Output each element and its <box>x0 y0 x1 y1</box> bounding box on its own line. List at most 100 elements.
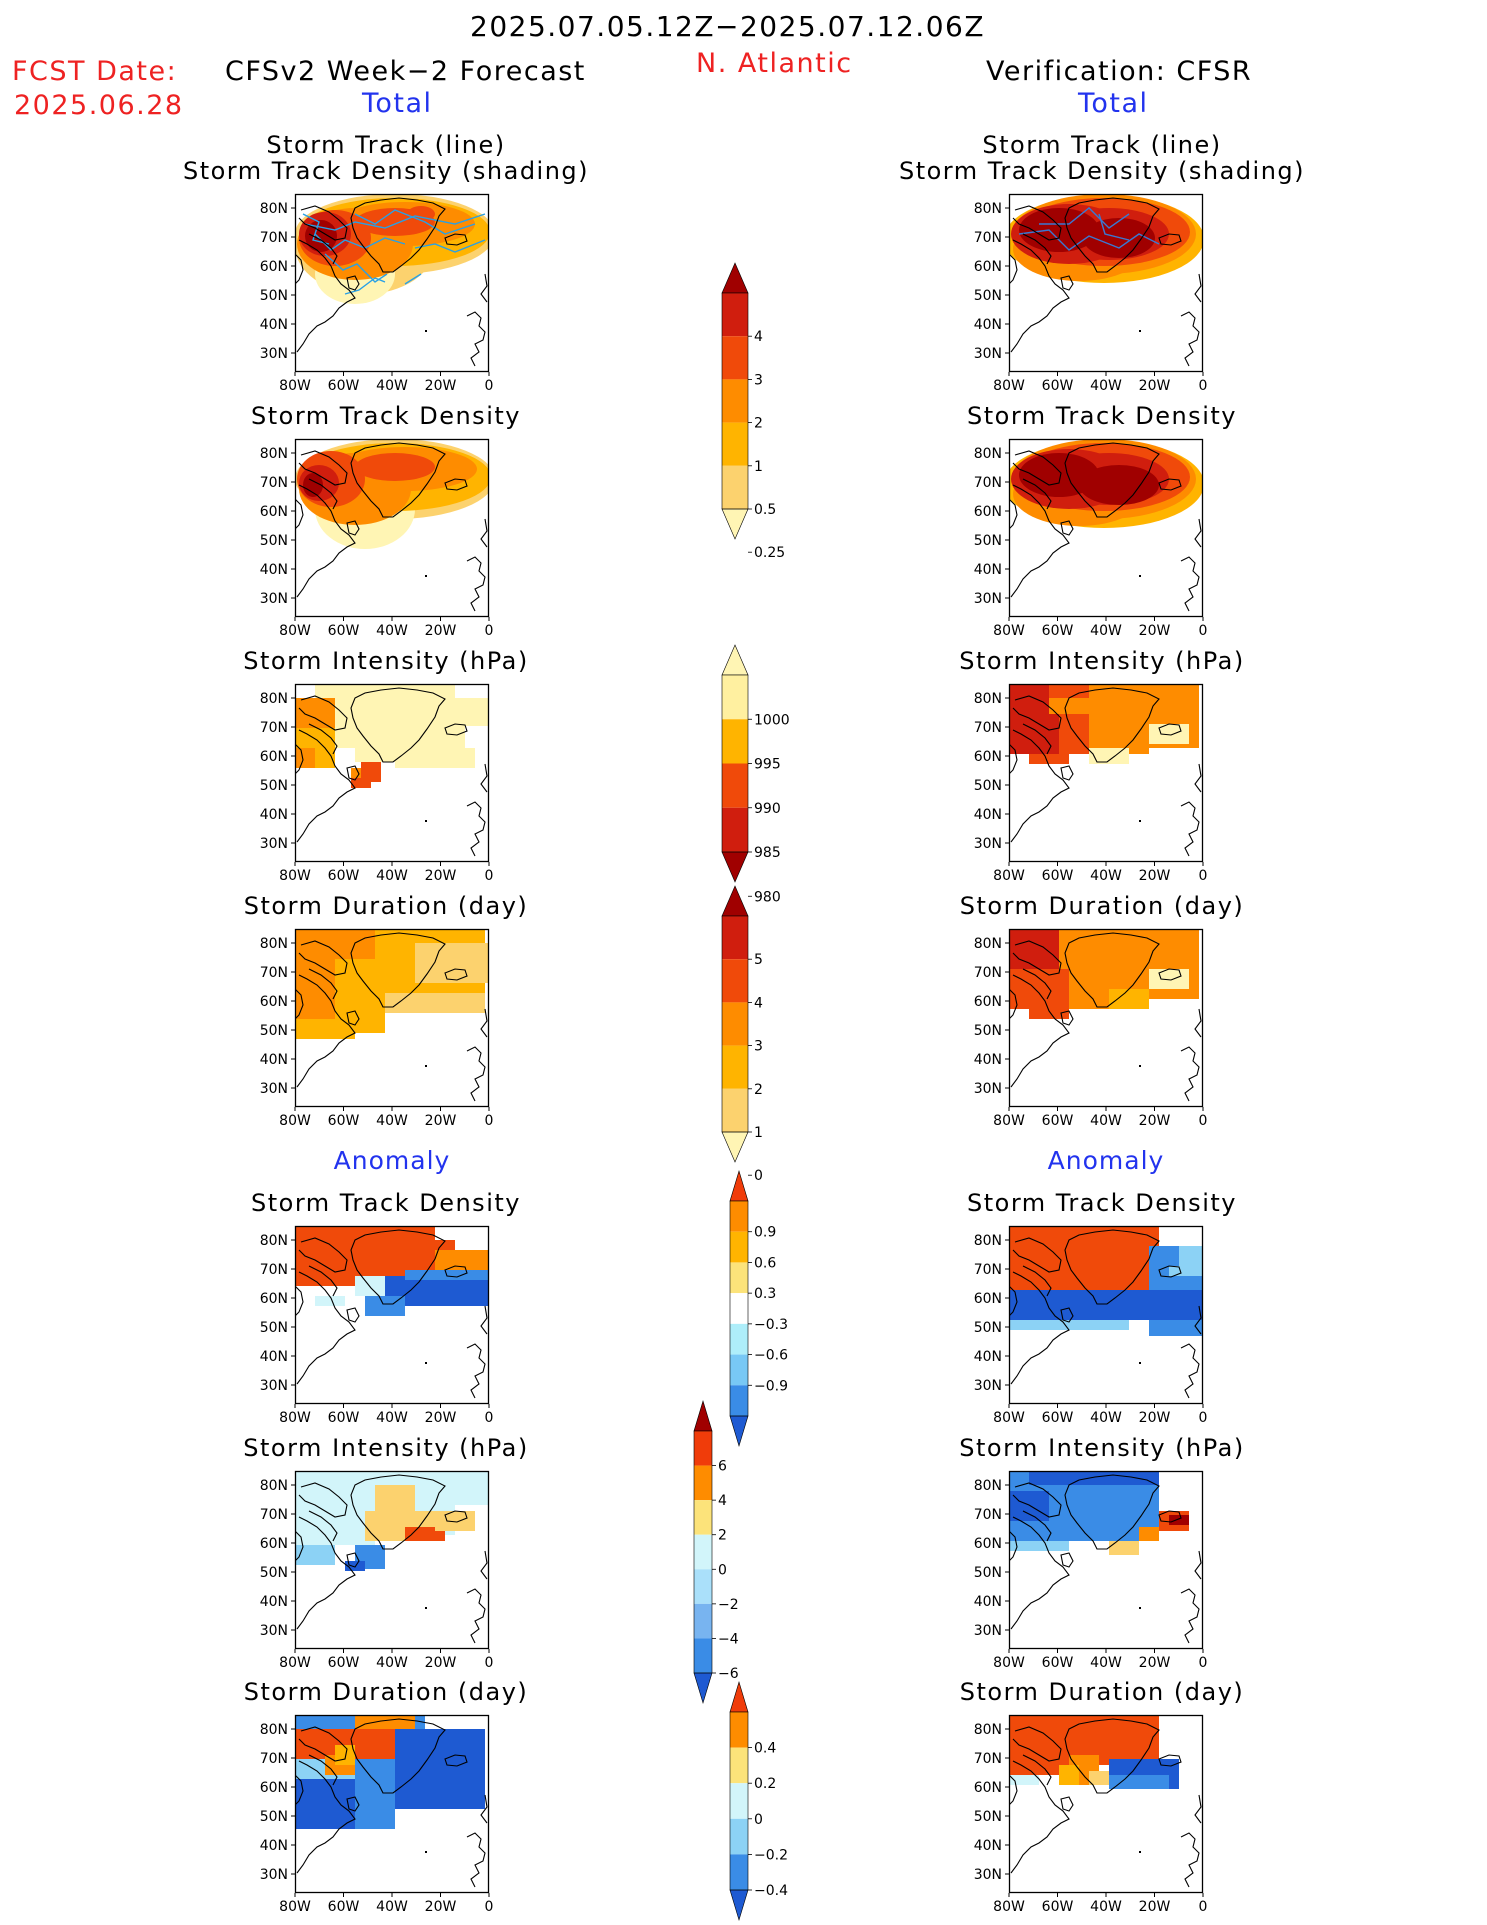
colorbar-tick-label: 0 <box>754 1168 763 1184</box>
colorbar-tick-label: −0.4 <box>754 1883 788 1899</box>
lat-tick-label: 30N <box>260 1378 288 1394</box>
colorbar-tick-label: 2 <box>754 1082 763 1098</box>
lat-tick-label: 70N <box>974 1262 1002 1278</box>
colorbar-tick-label: 980 <box>754 889 781 905</box>
map-canvas: 80N 70N 60N 50N 40N 30N 80W 60W 40W 20W 0 <box>974 1225 1207 1426</box>
lon-tick-label: 20W <box>1139 1113 1171 1129</box>
lon-tick-label: 80W <box>993 378 1025 394</box>
lat-tick-label: 70N <box>974 1751 1002 1767</box>
title-left-track-shading: Storm Track Density (shading) <box>182 157 590 185</box>
lat-tick-label: 70N <box>260 720 288 736</box>
colorbar-tick-label: 4 <box>718 1493 727 1509</box>
lat-tick-label: 60N <box>260 1536 288 1552</box>
lon-tick-label: 80W <box>279 1410 311 1426</box>
colorbar-tick-label: 4 <box>754 995 763 1011</box>
lon-tick-label: 60W <box>1042 1113 1074 1129</box>
title-left-duration-anom: Storm Duration (day) <box>243 1678 529 1706</box>
map-right-density: 80N 70N 60N 50N 40N 30N 80W 60W 40W 20W 0 <box>974 438 1207 639</box>
lon-tick-label: 40W <box>376 378 408 394</box>
lon-tick-label: 0 <box>485 623 494 639</box>
title-right-track-line: Storm Track (line) <box>982 131 1222 159</box>
colorbar-tick-label: 0.3 <box>754 1286 776 1302</box>
map-canvas: 80N 70N 60N 50N 40N 30N 80W 60W 40W 20W 0 <box>974 683 1207 884</box>
lon-tick-label: 60W <box>1042 1410 1074 1426</box>
lon-tick-label: 40W <box>376 1655 408 1671</box>
lat-tick-label: 40N <box>974 1594 1002 1610</box>
lat-tick-label: 50N <box>974 1565 1002 1581</box>
lat-tick-label: 30N <box>974 836 1002 852</box>
lon-tick-label: 40W <box>1090 623 1122 639</box>
map-left-intensity-anomaly: 80N 70N 60N 50N 40N 30N 80W 60W 40W 20W 0 <box>260 1470 493 1671</box>
lat-tick-label: 40N <box>974 562 1002 578</box>
lon-tick-label: 0 <box>485 1410 494 1426</box>
lat-tick-label: 40N <box>974 1052 1002 1068</box>
map-left-density: 80N 70N 60N 50N 40N 30N 80W 60W 40W 20W 0 <box>260 438 493 639</box>
colorbar-tick-label: 0.5 <box>754 502 776 518</box>
lat-tick-label: 80N <box>974 1233 1002 1249</box>
total-right-label: Total <box>1078 88 1149 119</box>
lat-tick-label: 40N <box>260 1349 288 1365</box>
lat-tick-label: 70N <box>974 720 1002 736</box>
lon-tick-label: 60W <box>1042 868 1074 884</box>
colorbar-tick-label: 0.9 <box>754 1225 776 1241</box>
lat-tick-label: 30N <box>974 1867 1002 1883</box>
lat-tick-label: 80N <box>974 1478 1002 1494</box>
lat-tick-label: 40N <box>260 1838 288 1854</box>
lon-tick-label: 60W <box>328 1655 360 1671</box>
fcst-date-label: FCST Date: <box>12 56 178 87</box>
colorbar-tick-label: 3 <box>754 372 763 388</box>
lon-tick-label: 80W <box>993 1655 1025 1671</box>
lon-tick-label: 0 <box>485 1113 494 1129</box>
lat-tick-label: 80N <box>260 1722 288 1738</box>
map-right-duration: 80N 70N 60N 50N 40N 30N 80W 60W 40W 20W 0 <box>974 928 1207 1129</box>
colorbar-tick-label: 6 <box>718 1459 727 1475</box>
colorbar-tick-label: 0 <box>718 1562 727 1578</box>
lon-tick-label: 40W <box>376 1899 408 1915</box>
colorbar-tick-label: 3 <box>754 1039 763 1055</box>
lon-tick-label: 80W <box>279 623 311 639</box>
region-title: N. Atlantic <box>696 48 853 79</box>
map-canvas: 80N 70N 60N 50N 40N 30N 80W 60W 40W 20W 0 <box>260 438 493 639</box>
colorbar-tick-label: −0.2 <box>754 1847 788 1863</box>
lon-tick-label: 40W <box>376 868 408 884</box>
lat-tick-label: 80N <box>260 1233 288 1249</box>
lat-tick-label: 30N <box>260 1867 288 1883</box>
colorbar-tick-label: 0.25 <box>754 545 785 561</box>
colorbar-tick-label: −6 <box>718 1666 739 1682</box>
colorbar-tick-label: 1 <box>754 1125 763 1141</box>
colorbar-tick-label: 2 <box>718 1528 727 1544</box>
lon-tick-label: 0 <box>485 868 494 884</box>
lon-tick-label: 40W <box>376 1113 408 1129</box>
lat-tick-label: 70N <box>260 1262 288 1278</box>
anomaly-left-label: Anomaly <box>333 1146 451 1175</box>
title-right-density: Storm Track Density <box>967 402 1237 430</box>
colorbar-tick-label: −0.6 <box>754 1348 788 1364</box>
map-left-duration-anomaly: 80N 70N 60N 50N 40N 30N 80W 60W 40W 20W 0 <box>260 1714 493 1915</box>
map-canvas: 80N 70N 60N 50N 40N 30N 80W 60W 40W 20W 0 <box>260 1714 493 1915</box>
lon-tick-label: 0 <box>1199 1899 1208 1915</box>
map-left-duration: 80N 70N 60N 50N 40N 30N 80W 60W 40W 20W 0 <box>260 928 493 1129</box>
lat-tick-label: 30N <box>260 836 288 852</box>
map-canvas: 80N 70N 60N 50N 40N 30N 80W 60W 40W 20W 0 <box>974 928 1207 1129</box>
lat-tick-label: 70N <box>260 1507 288 1523</box>
lon-tick-label: 80W <box>279 1113 311 1129</box>
lat-tick-label: 50N <box>260 778 288 794</box>
lat-tick-label: 40N <box>260 1594 288 1610</box>
lon-tick-label: 60W <box>1042 1899 1074 1915</box>
lat-tick-label: 70N <box>974 965 1002 981</box>
anomaly-right-label: Anomaly <box>1047 1146 1165 1175</box>
lon-tick-label: 60W <box>1042 1655 1074 1671</box>
lat-tick-label: 30N <box>974 346 1002 362</box>
lon-tick-label: 20W <box>1139 868 1171 884</box>
lat-tick-label: 60N <box>974 259 1002 275</box>
map-right-intensity-anomaly: 80N 70N 60N 50N 40N 30N 80W 60W 40W 20W 0 <box>974 1470 1207 1671</box>
title-left-density-anom: Storm Track Density <box>251 1189 521 1217</box>
lon-tick-label: 80W <box>993 868 1025 884</box>
lat-tick-label: 40N <box>974 1838 1002 1854</box>
colorbar-tick-label: 1000 <box>754 712 790 728</box>
title-left-duration: Storm Duration (day) <box>243 892 529 920</box>
title-right-track-shading: Storm Track Density (shading) <box>898 157 1306 185</box>
